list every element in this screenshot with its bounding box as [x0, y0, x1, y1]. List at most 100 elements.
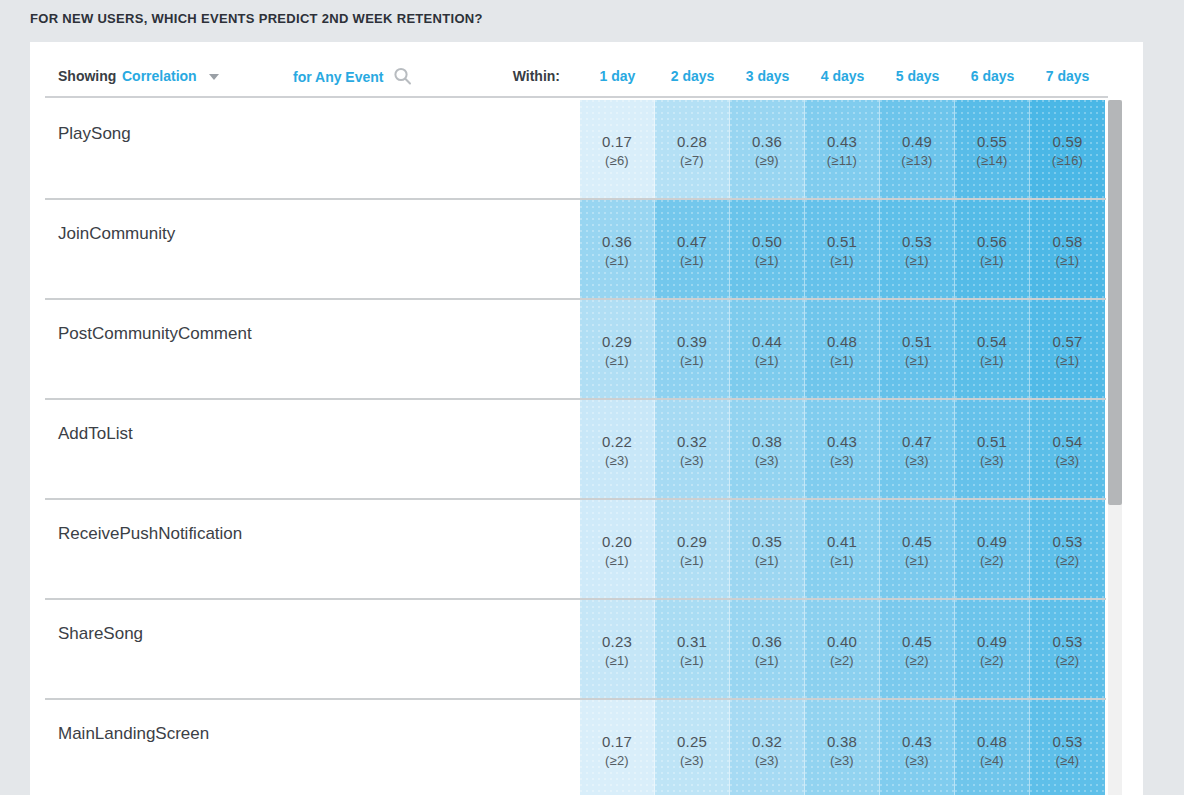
cell-correlation-value: 0.51 — [977, 433, 1007, 450]
heatmap-cell[interactable]: 0.47 (≥3) — [880, 400, 955, 500]
heatmap-cell[interactable]: 0.59(≥16) — [1030, 100, 1105, 200]
cell-correlation-value: 0.38 — [752, 433, 782, 450]
heatmap-cell[interactable]: 0.22(≥3) — [580, 400, 655, 500]
cell-correlation-value: 0.48 — [827, 333, 857, 350]
heatmap-cell[interactable]: 0.49(≥2) — [955, 600, 1030, 700]
cell-threshold: (≥2) — [1056, 653, 1080, 668]
cell-correlation-value: 0.47 — [902, 433, 932, 450]
event-selector[interactable]: for Any Event — [293, 67, 412, 86]
heatmap-cell[interactable]: 0.56(≥1) — [955, 200, 1030, 300]
heatmap-cell[interactable]: 0.45(≥2) — [880, 600, 955, 700]
heatmap-cell[interactable]: 0.35(≥1) — [730, 500, 805, 600]
heatmap-cell[interactable]: 0.38(≥3) — [805, 700, 880, 795]
cell-threshold: (≥3) — [830, 453, 854, 468]
heatmap-cell[interactable]: 0.41(≥1) — [805, 500, 880, 600]
heatmap-cell[interactable]: 0.36(≥1) — [730, 600, 805, 700]
column-header-day[interactable]: 2 days — [655, 68, 730, 84]
heatmap-cell[interactable]: 0.48 (≥1) — [805, 300, 880, 400]
heatmap-cell[interactable]: 0.58(≥1) — [1030, 200, 1105, 300]
heatmap-cell[interactable]: 0.31(≥1) — [655, 600, 730, 700]
scrollbar-thumb[interactable] — [1108, 100, 1122, 505]
cell-correlation-value: 0.49 — [977, 533, 1007, 550]
heatmap-cell[interactable]: 0.32(≥3) — [655, 400, 730, 500]
heatmap-cell[interactable]: 0.51(≥1) — [880, 300, 955, 400]
heatmap-cell[interactable]: 0.36(≥1) — [580, 200, 655, 300]
heatmap-cell[interactable]: 0.51(≥3) — [955, 400, 1030, 500]
heatmap-cell[interactable]: 0.29(≥1) — [655, 500, 730, 600]
event-name-label: AddToList — [58, 424, 133, 444]
cell-threshold: (≥1) — [830, 353, 854, 368]
column-header-day[interactable]: 5 days — [880, 68, 955, 84]
heatmap-cell[interactable]: 0.39(≥1) — [655, 300, 730, 400]
cell-correlation-value: 0.53 — [1053, 533, 1083, 550]
heatmap-cell[interactable]: 0.48(≥4) — [955, 700, 1030, 795]
column-header-day[interactable]: 6 days — [955, 68, 1030, 84]
cell-threshold: (≥3) — [680, 753, 704, 768]
heatmap-cell[interactable]: 0.53(≥4) — [1030, 700, 1105, 795]
cell-threshold: (≥6) — [605, 153, 629, 168]
heatmap-cell[interactable]: 0.29(≥1) — [580, 300, 655, 400]
heatmap-cell[interactable]: 0.53(≥1) — [880, 200, 955, 300]
heatmap-cell[interactable]: 0.49(≥13) — [880, 100, 955, 200]
heatmap-cell[interactable]: 0.57(≥1) — [1030, 300, 1105, 400]
cell-correlation-value: 0.17 — [602, 133, 632, 150]
heatmap-cell[interactable]: 0.20(≥1) — [580, 500, 655, 600]
heatmap-cell[interactable]: 0.43(≥3) — [880, 700, 955, 795]
cell-correlation-value: 0.55 — [977, 133, 1007, 150]
cell-correlation-value: 0.58 — [1053, 233, 1083, 250]
heatmap-cell[interactable]: 0.54 (≥3) — [1030, 400, 1105, 500]
column-header-day[interactable]: 3 days — [730, 68, 805, 84]
heatmap-cell[interactable]: 0.17 (≥6) — [580, 100, 655, 200]
cell-threshold: (≥1) — [680, 553, 704, 568]
cell-correlation-value: 0.47 — [677, 233, 707, 250]
column-header-day[interactable]: 1 day — [580, 68, 655, 84]
heatmap-cell[interactable]: 0.44(≥1) — [730, 300, 805, 400]
heatmap-cell[interactable]: 0.43(≥11) — [805, 100, 880, 200]
cell-threshold: (≥1) — [905, 353, 929, 368]
event-name-label: PostCommunityComment — [58, 324, 252, 344]
column-header-day[interactable]: 7 days — [1030, 68, 1105, 84]
heatmap-cell[interactable]: 0.51(≥1) — [805, 200, 880, 300]
cell-threshold: (≥1) — [605, 353, 629, 368]
heatmap-cell[interactable]: 0.53 (≥2) — [1030, 600, 1105, 700]
cell-correlation-value: 0.48 — [977, 733, 1007, 750]
cell-threshold: (≥1) — [755, 253, 779, 268]
event-name-label: ShareSong — [58, 624, 143, 644]
cell-correlation-value: 0.25 — [677, 733, 707, 750]
table-row: ShareSong 0.23(≥1)0.31(≥1)0.36(≥1)0.40(≥2… — [30, 600, 1106, 700]
cell-correlation-value: 0.53 — [1053, 633, 1083, 650]
showing-label: Showing — [58, 68, 116, 84]
heatmap-cell[interactable]: 0.23(≥1) — [580, 600, 655, 700]
cell-correlation-value: 0.32 — [677, 433, 707, 450]
cell-correlation-value: 0.36 — [752, 133, 782, 150]
table-row: ReceivePushNotification0.20(≥1)0.29(≥1)0… — [30, 500, 1106, 600]
cell-threshold: (≥3) — [905, 453, 929, 468]
heatmap-cell[interactable]: 0.25 (≥3) — [655, 700, 730, 795]
heatmap-cell[interactable]: 0.17 (≥2) — [580, 700, 655, 795]
heatmap-cell[interactable]: 0.40(≥2) — [805, 600, 880, 700]
heatmap-cell[interactable]: 0.55(≥14) — [955, 100, 1030, 200]
heatmap-cell[interactable]: 0.28(≥7) — [655, 100, 730, 200]
cell-correlation-value: 0.49 — [902, 133, 932, 150]
cell-threshold: (≥2) — [605, 753, 629, 768]
metric-dropdown[interactable]: Correlation — [122, 68, 219, 84]
cell-correlation-value: 0.45 — [902, 533, 932, 550]
heatmap-cell[interactable]: 0.36(≥9) — [730, 100, 805, 200]
heatmap-cell[interactable]: 0.50(≥1) — [730, 200, 805, 300]
heatmap-cell[interactable]: 0.47(≥1) — [655, 200, 730, 300]
cell-correlation-value: 0.54 — [1053, 433, 1083, 450]
cell-threshold: (≥3) — [1056, 453, 1080, 468]
page-title: FOR NEW USERS, WHICH EVENTS PREDICT 2ND … — [30, 11, 483, 26]
heatmap-cell[interactable]: 0.45(≥1) — [880, 500, 955, 600]
cell-threshold: (≥3) — [905, 753, 929, 768]
heatmap-cell[interactable]: 0.43(≥3) — [805, 400, 880, 500]
column-header-day[interactable]: 4 days — [805, 68, 880, 84]
heatmap-cell[interactable]: 0.38(≥3) — [730, 400, 805, 500]
heatmap-cell[interactable]: 0.54(≥1) — [955, 300, 1030, 400]
heatmap-cell[interactable]: 0.53(≥2) — [1030, 500, 1105, 600]
heatmap-cell[interactable]: 0.32(≥3) — [730, 700, 805, 795]
cell-correlation-value: 0.17 — [602, 733, 632, 750]
cell-threshold: (≥16) — [1052, 153, 1083, 168]
cell-correlation-value: 0.36 — [752, 633, 782, 650]
heatmap-cell[interactable]: 0.49(≥2) — [955, 500, 1030, 600]
